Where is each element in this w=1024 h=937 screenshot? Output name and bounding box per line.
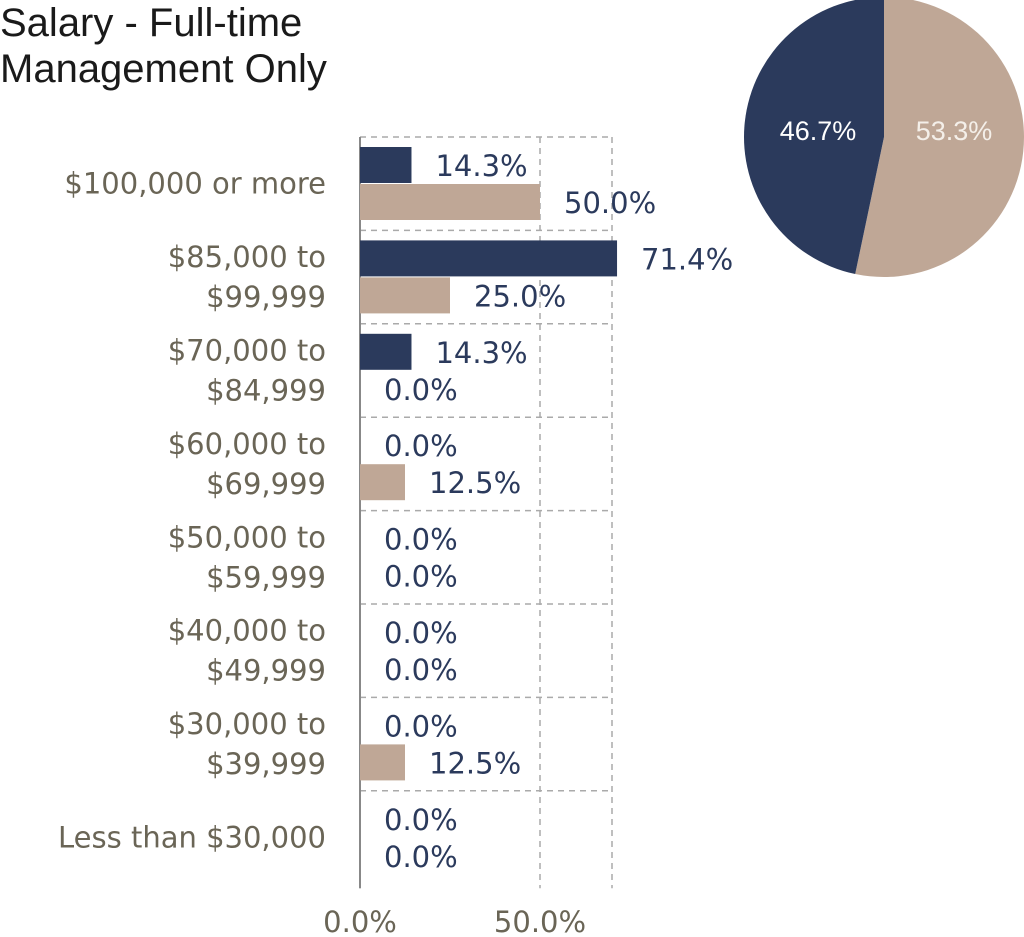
bar-value-label: 0.0% (384, 429, 458, 463)
bar-series-b (360, 464, 405, 501)
bar-chart: 0.0% 50.0% $100,000 or more 14.3% 50.0% $85,0… (58, 136, 733, 937)
category-label: $70,000 to $84,999 (168, 334, 326, 408)
bar-series-b (360, 277, 450, 314)
bar-value-label: 0.0% (384, 709, 458, 743)
bar-value-label: 14.3% (435, 149, 527, 183)
chart-title-line-1: Salary - Full-time (0, 1, 303, 45)
bar-value-label: 50.0% (564, 186, 656, 220)
bar-value-label: 0.0% (384, 560, 458, 594)
bar-series-b (360, 744, 405, 781)
bar-series-a (360, 147, 412, 183)
bar-value-label: 0.0% (384, 840, 458, 874)
category-label: $40,000 to $49,999 (168, 614, 326, 688)
category-label: $30,000 to $39,999 (168, 707, 326, 781)
bar-value-label: 0.0% (384, 653, 458, 687)
bar-value-label: 25.0% (474, 279, 566, 313)
bar-series-a (360, 240, 618, 277)
pie-chart: 46.7% 53.3% (744, 0, 1024, 277)
category-label: $50,000 to $59,999 (168, 520, 326, 594)
category-label: Less than $30,000 (58, 821, 326, 855)
bar-value-label: 0.0% (384, 523, 458, 557)
bar-series-a (360, 333, 412, 370)
bar-value-label: 0.0% (384, 616, 458, 650)
pie-slice-label: 53.3% (916, 116, 993, 146)
bar-value-label: 14.3% (435, 336, 527, 370)
chart-title-line-2: Management Only (0, 47, 327, 91)
chart-title: Salary - Full-time Management Only (0, 0, 327, 92)
category-label: $60,000 to $69,999 (168, 427, 326, 501)
bar-value-label: 12.5% (429, 746, 521, 780)
bar-value-label: 0.0% (384, 803, 458, 837)
x-tick-label: 0.0% (323, 905, 397, 937)
pie-slice-a (744, 0, 884, 275)
category-label: $85,000 to $99,999 (168, 240, 326, 314)
bar-value-label: 71.4% (641, 242, 733, 276)
bar-value-label: 0.0% (384, 373, 458, 407)
pie-slice-b (855, 0, 1024, 277)
x-tick-label: 50.0% (494, 905, 586, 937)
bar-value-label: 12.5% (429, 466, 521, 500)
category-label: $100,000 or more (64, 167, 326, 201)
bar-series-b (360, 184, 540, 220)
pie-slice-label: 46.7% (780, 116, 857, 146)
